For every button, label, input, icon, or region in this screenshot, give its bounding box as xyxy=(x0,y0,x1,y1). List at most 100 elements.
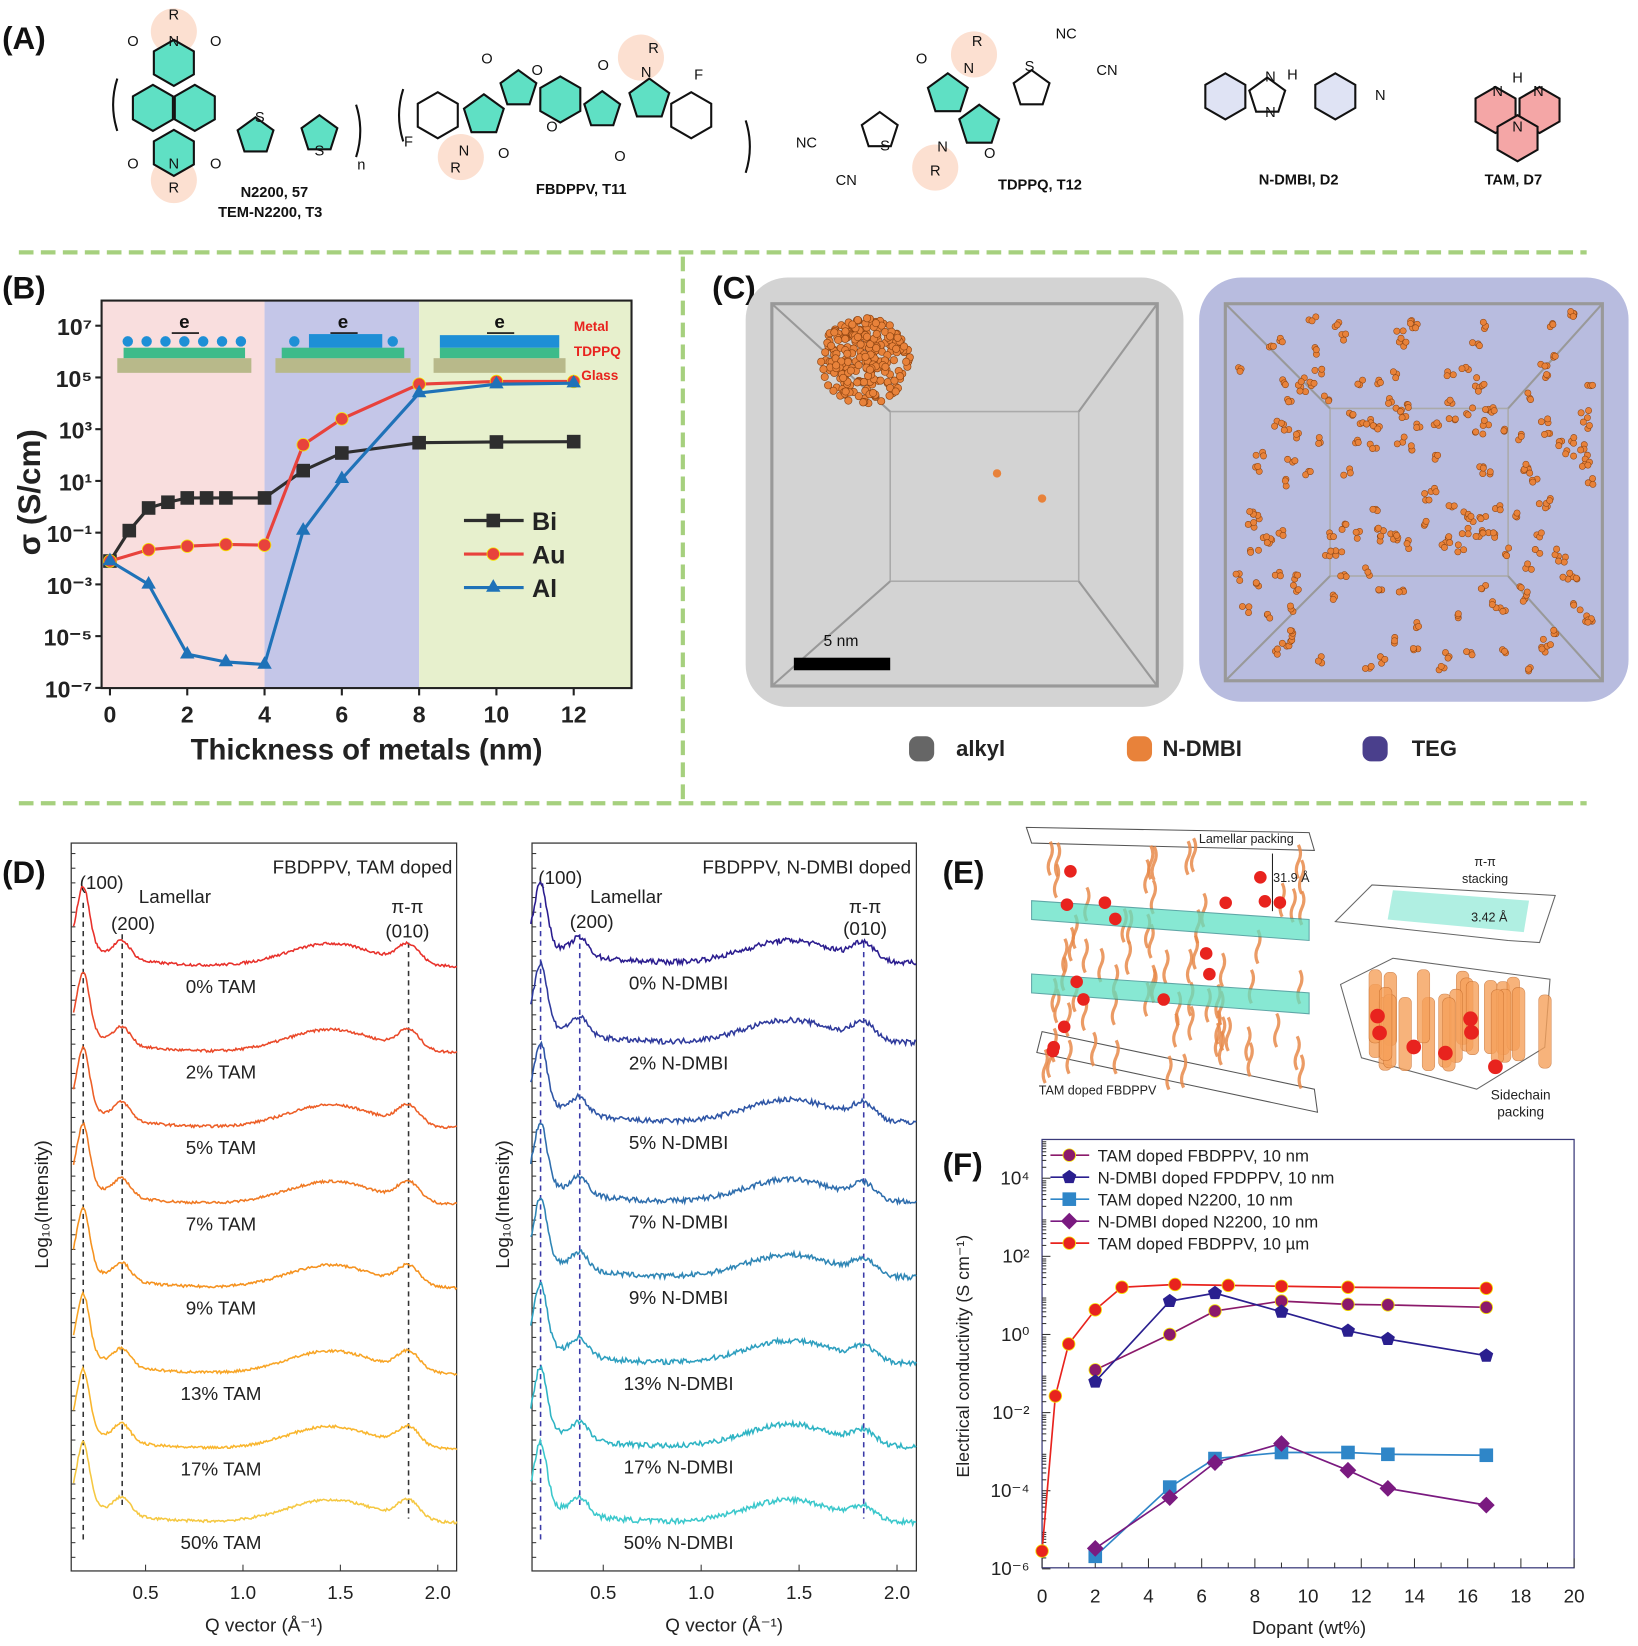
ndmbi-molecule xyxy=(1434,451,1442,459)
data-point-series-0 xyxy=(1088,1363,1102,1377)
metal-island xyxy=(197,336,209,347)
ndmbi-molecule xyxy=(1576,606,1584,614)
ndmbi-molecule xyxy=(1476,342,1483,350)
ndmbi-molecule xyxy=(1572,574,1580,582)
x-tick-label: 10 xyxy=(484,702,510,728)
trace-4 xyxy=(530,1197,917,1282)
ndmbi-molecule xyxy=(1397,334,1405,342)
data-point-bi xyxy=(219,491,233,505)
ndmbi-molecule xyxy=(1464,530,1472,538)
alkyl-sidechain xyxy=(1090,1031,1098,1067)
ndmbi-aggregate-atom xyxy=(841,327,850,336)
ndmbi-molecule xyxy=(1263,533,1271,541)
x-tick-label: 0 xyxy=(104,702,117,728)
ring xyxy=(1496,113,1539,163)
ndmbi-molecule xyxy=(1473,374,1481,382)
y-axis-label: Log₁₀(Intensity) xyxy=(492,1140,513,1268)
ndmbi-molecule xyxy=(1320,392,1328,400)
ndmbi-molecule xyxy=(1577,446,1585,454)
ring xyxy=(236,116,275,153)
backbone-slab xyxy=(1031,973,1310,1015)
tam-dopant xyxy=(1370,1008,1385,1024)
trace-label: 0% TAM xyxy=(186,976,257,997)
atom-label: O xyxy=(546,120,557,136)
ndmbi-molecule xyxy=(1433,419,1441,427)
ndmbi-molecule xyxy=(1290,581,1297,589)
data-point-series-1 xyxy=(1479,1348,1494,1362)
substituent-highlight xyxy=(437,134,484,181)
ndmbi-aggregate-atom xyxy=(841,387,850,396)
ndmbi-molecule xyxy=(1285,398,1292,406)
ndmbi-molecule xyxy=(1480,417,1488,424)
tam-dopant xyxy=(1060,898,1074,911)
metal-island xyxy=(122,336,134,347)
tam-dopant xyxy=(1488,1059,1503,1075)
ndmbi-molecule xyxy=(1566,569,1574,577)
trace-label: 17% N-DMBI xyxy=(624,1457,734,1478)
ndmbi-molecule xyxy=(1464,524,1472,532)
tam-dopant xyxy=(1047,1040,1061,1054)
lamellar-distance: 31.9 Å xyxy=(1273,870,1310,885)
data-point-au xyxy=(180,539,194,553)
ndmbi-aggregate-atom xyxy=(853,333,862,342)
x-tick-label: 1.5 xyxy=(786,1582,812,1603)
ndmbi-molecule xyxy=(1315,434,1323,441)
y-tick-label: 10⁵ xyxy=(56,366,92,392)
ndmbi-molecule xyxy=(1266,614,1274,622)
ndmbi-aggregate-atom xyxy=(861,352,870,361)
panel-label-e: (E) xyxy=(943,855,985,890)
scale-bar xyxy=(793,657,891,671)
data-point-au xyxy=(335,412,349,426)
trace-label: 13% N-DMBI xyxy=(624,1373,734,1394)
atom-label: S xyxy=(1025,59,1035,75)
ndmbi-aggregate-atom xyxy=(866,365,874,374)
atom-label: N xyxy=(169,156,180,172)
y-tick-label: 10⁻¹ xyxy=(47,521,92,547)
annotation-p200: (200) xyxy=(111,913,155,934)
ndmbi-molecule xyxy=(1549,321,1557,328)
tam-dopant xyxy=(1219,896,1232,910)
alkyl-sidechain xyxy=(1081,938,1089,974)
ndmbi-molecule xyxy=(1536,549,1544,557)
ndmbi-molecule xyxy=(1385,399,1392,407)
scale-bar-label: 5 nm xyxy=(824,633,859,650)
ndmbi-molecule xyxy=(1535,500,1543,508)
atom-label: R xyxy=(450,160,461,176)
ndmbi-molecule xyxy=(1547,641,1554,649)
ndmbi-molecule xyxy=(1469,404,1476,412)
atom-label: O xyxy=(498,146,509,162)
trace-7 xyxy=(72,1440,458,1525)
ndmbi-aggregate-atom xyxy=(824,381,833,390)
ndmbi-molecule xyxy=(1489,529,1497,537)
ndmbi-molecule xyxy=(1260,452,1267,460)
ndmbi-molecule xyxy=(1550,626,1558,634)
atom-label: R xyxy=(648,41,659,57)
alkyl-sidechain xyxy=(1297,859,1306,895)
ndmbi-molecule xyxy=(1500,427,1508,435)
ring xyxy=(1248,76,1287,113)
alkyl-sidechain xyxy=(1147,923,1155,959)
y-axis-label: σ (S/cm) xyxy=(12,429,47,555)
atom-label: N xyxy=(963,61,974,77)
ndmbi-molecule xyxy=(1578,462,1586,470)
atom-label: O xyxy=(614,149,625,165)
ndmbi-molecule xyxy=(1446,539,1454,547)
ndmbi-molecule xyxy=(1252,579,1260,587)
lamellar-box-frame xyxy=(1025,826,1319,1113)
trace-2 xyxy=(72,1045,457,1130)
y-axis-label: Log₁₀(Intensity) xyxy=(31,1140,52,1268)
atom-label: O xyxy=(210,156,221,172)
series-line-3 xyxy=(1094,1442,1487,1550)
y-tick-label: 10⁻⁴ xyxy=(990,1480,1029,1501)
data-point-au xyxy=(296,438,310,452)
ndmbi-molecule xyxy=(1325,397,1332,405)
ndmbi-molecule xyxy=(1541,431,1548,438)
alkyl-sidechain xyxy=(1297,1054,1305,1090)
ndmbi-molecule xyxy=(1278,639,1286,647)
atom-label: R xyxy=(930,164,941,180)
ndmbi-molecule xyxy=(1367,663,1375,670)
ndmbi-molecule xyxy=(1537,529,1545,537)
ndmbi-molecule xyxy=(1398,414,1406,422)
